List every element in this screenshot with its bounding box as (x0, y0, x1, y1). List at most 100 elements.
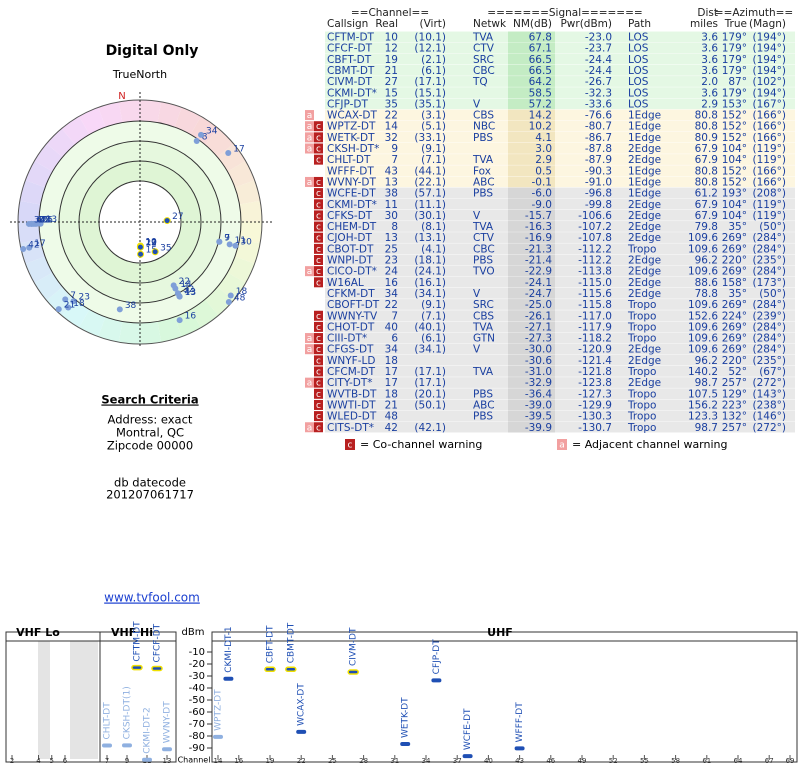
table-row (325, 98, 795, 110)
x-tick-label: 28 (359, 757, 368, 765)
warning-text: c (316, 234, 321, 244)
table-cell: -27.3 (525, 333, 552, 345)
table-cell: (238°) (753, 399, 786, 411)
table-cell: 23 (385, 255, 398, 267)
nm-cell (508, 120, 555, 132)
y-tick-label: -80 (189, 731, 205, 742)
table-cell: 179° (722, 65, 747, 77)
warning-icon (314, 321, 323, 332)
table-cell: (119°) (753, 199, 786, 211)
table-row (325, 287, 795, 299)
band-label: UHF (487, 626, 513, 639)
table-cell: (194°) (753, 65, 786, 77)
table-cell: Tropo (627, 333, 656, 345)
table-cell: CKSH-DT* (327, 143, 379, 155)
table-cell: (10.1) (414, 32, 446, 44)
table-cell: (146°) (753, 411, 786, 423)
table-cell: (119°) (753, 154, 786, 166)
table-cell: (16.1) (414, 277, 446, 289)
table-cell: CBOFT-DT (327, 299, 380, 311)
warning-icon (314, 255, 323, 265)
table-cell: 18 (385, 355, 398, 367)
legend-label: = Adjacent channel warning (572, 438, 728, 451)
table-cell: (194°) (753, 43, 786, 55)
table-cell: LOS (628, 87, 649, 99)
x-tick-label: 19 (266, 757, 275, 765)
table-cell: (17.1) (414, 76, 446, 88)
table-cell: -25.0 (525, 299, 552, 311)
table-cell: 2Edge (628, 277, 661, 289)
table-cell: TQ (472, 76, 488, 88)
table-cell: (284°) (753, 232, 786, 244)
warning-text: c (316, 401, 321, 411)
x-tick-label: 4 (36, 757, 41, 765)
table-cell: 107.5 (688, 388, 718, 400)
table-cell: CBFT-DT (327, 54, 372, 66)
table-cell: 269° (722, 333, 747, 345)
warning-text: c (316, 379, 321, 389)
table-row (325, 143, 795, 154)
table-row (325, 366, 795, 377)
table-cell: 109.6 (688, 321, 718, 333)
table-cell: (284°) (753, 243, 786, 255)
x-tick-label: 58 (671, 757, 680, 765)
table-cell: 179° (722, 54, 747, 66)
table-cell: 152° (722, 110, 747, 122)
polar-label: 38 (125, 301, 137, 311)
warning-icon (305, 266, 314, 277)
table-cell: 16 (385, 277, 399, 289)
table-cell: 9 (391, 143, 398, 155)
table-cell: 12 (385, 43, 398, 55)
table-cell: CBMT-DT (327, 65, 375, 77)
table-cell: 129° (722, 388, 747, 400)
polar-label: 7 (224, 233, 230, 243)
site-link[interactable]: www.tvfool.com (104, 591, 200, 605)
table-row (325, 64, 795, 76)
table-cell: 109.6 (688, 344, 718, 356)
table-cell: Tropo (627, 243, 656, 255)
signal-mark (347, 669, 359, 675)
table-cell: (4.1) (421, 243, 446, 255)
polar-station (193, 137, 200, 144)
table-cell: (167°) (753, 98, 786, 110)
table-cell: Fox (473, 165, 491, 177)
table-cell: -115.6 (578, 288, 612, 300)
warning-icon (314, 199, 323, 210)
station-label: WCFE-DT (463, 708, 473, 750)
table-cell: PBS (473, 132, 493, 144)
x-tick-label: 55 (640, 757, 649, 765)
table-cell: 152° (722, 165, 747, 177)
table-cell: -80.7 (585, 121, 612, 133)
table-cell: WNYF-LD (327, 355, 375, 367)
table-cell: 43 (385, 165, 398, 177)
x-tick-label: 6 (63, 757, 68, 765)
warning-icon (314, 121, 323, 132)
nm-cell (508, 366, 555, 377)
table-cell: -22.9 (525, 266, 552, 278)
table-cell: CBC (473, 243, 495, 255)
table-cell: PBS (473, 388, 493, 400)
table-cell: 17 (385, 366, 398, 378)
column-header: miles (690, 18, 718, 30)
polar-station (216, 238, 223, 245)
station-label: WETK-DT (401, 697, 411, 738)
table-cell: 67.9 (695, 210, 718, 222)
warning-icon (314, 344, 323, 355)
warning-icon (314, 132, 323, 143)
table-cell: -9.0 (532, 199, 553, 211)
table-cell: (42.1) (414, 422, 446, 434)
polar-label: 6 (36, 215, 42, 225)
warning-text: a (307, 122, 313, 132)
signal-mark (514, 746, 525, 751)
table-cell: ABC (473, 399, 495, 411)
polar-label: 17 (34, 239, 45, 249)
warning-icon (314, 333, 323, 344)
table-cell: LOS (628, 65, 649, 77)
table-cell: 2Edge (628, 232, 661, 244)
x-tick-label: 34 (422, 757, 431, 765)
y-tick-label: -60 (189, 707, 205, 718)
warning-text: c (316, 334, 321, 344)
table-row (325, 165, 795, 177)
nm-cell (508, 388, 555, 400)
table-cell: -21.4 (525, 255, 552, 267)
